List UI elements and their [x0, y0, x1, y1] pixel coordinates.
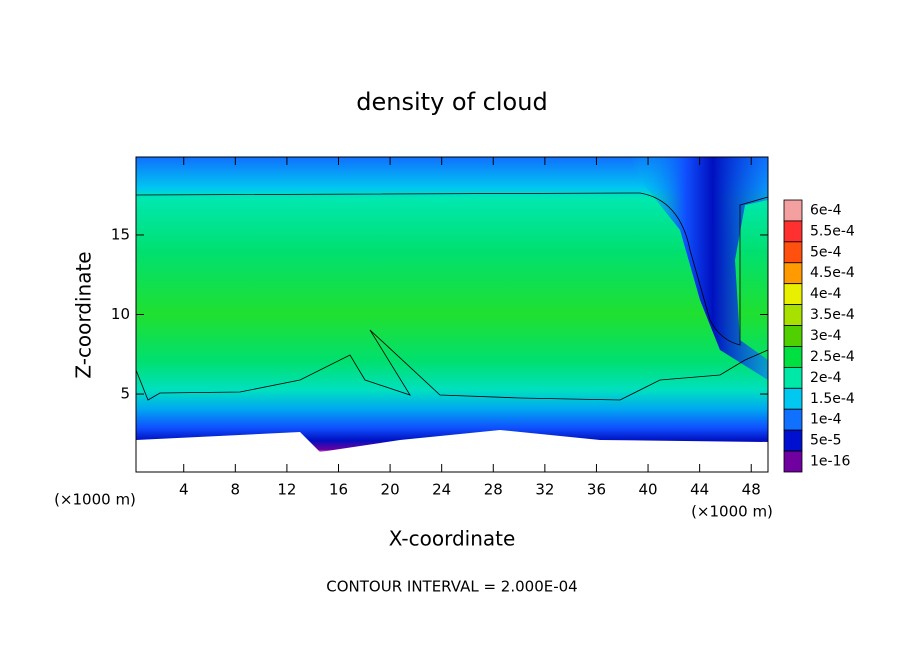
colorbar-label: 5.5e-4: [810, 223, 855, 239]
y-axis-label: Z-coordinate: [72, 251, 96, 378]
colorbar-swatch: [783, 283, 803, 306]
footer: CONTOUR INTERVAL = 2.000E-04: [326, 578, 577, 596]
field-background: [136, 157, 768, 472]
contour-line: [135, 192, 769, 346]
contour-field: [135, 156, 769, 473]
colorbar-label: 5e-4: [810, 244, 842, 260]
y-tick-label: 15: [111, 225, 130, 243]
x-tick-label: 20: [381, 481, 400, 499]
x-unit: (×1000 m): [54, 491, 136, 509]
colorbar-label: 2e-4: [810, 370, 842, 386]
colorbar-label: 1.5e-4: [810, 391, 855, 407]
chart-title: density of cloud: [356, 88, 547, 116]
plume: [630, 157, 768, 380]
x-unit: (×1000 m): [691, 503, 773, 521]
colorbar-label: 6e-4: [810, 202, 842, 218]
colorbar-swatch: [783, 262, 803, 285]
x-tick-label: 28: [484, 481, 503, 499]
colorbar-label: 4e-4: [810, 286, 842, 302]
x-tick-label: 8: [231, 481, 241, 499]
colorbar-swatch: [783, 325, 803, 347]
colorbar-label: 2.5e-4: [810, 349, 855, 365]
colorbar-label: 5e-5: [810, 433, 841, 449]
colorbar-label: 3.5e-4: [810, 307, 855, 323]
colorbar-swatch: [783, 429, 803, 452]
colorbar-swatch: [783, 199, 803, 222]
colorbar-swatch: [783, 366, 803, 389]
x-tick-label: 32: [535, 481, 554, 499]
colorbar-swatch: [783, 304, 803, 326]
x-tick-label: 4: [179, 481, 189, 499]
x-tick-label: 40: [639, 481, 658, 499]
x-axis-label: X-coordinate: [389, 527, 516, 551]
x-tick-label: 36: [587, 481, 606, 499]
colorbar-label: 1e-4: [810, 412, 842, 428]
colorbar-label: 3e-4: [810, 328, 842, 344]
y-tick-label: 5: [120, 385, 130, 403]
x-tick-label: 12: [277, 481, 296, 499]
x-tick-label: 24: [432, 481, 451, 499]
colorbar-swatch: [783, 346, 803, 368]
x-tick-label: 44: [690, 481, 709, 499]
contour-line: [135, 329, 769, 401]
x-tick-label: 48: [742, 481, 761, 499]
y-tick-label: 10: [111, 305, 130, 323]
x-tick-label: 16: [329, 481, 348, 499]
colorbar-label: 1e-16: [810, 454, 850, 470]
colorbar-swatch: [783, 241, 803, 264]
colorbar-label: 4.5e-4: [810, 265, 855, 281]
colorbar-swatch: [783, 408, 803, 431]
colorbar-swatch: [783, 450, 803, 473]
empty-region: [136, 430, 768, 472]
colorbar-swatch: [783, 220, 803, 243]
colorbar-swatch: [783, 387, 803, 410]
